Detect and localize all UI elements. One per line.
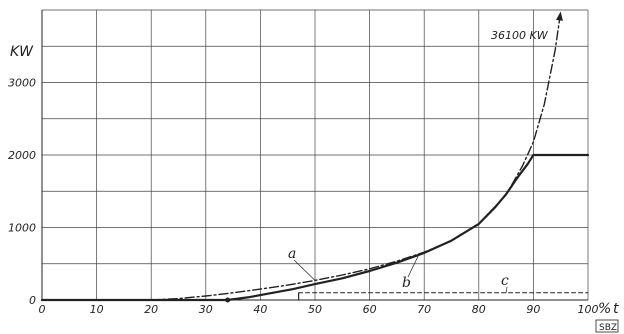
y-tick-label: 3000 — [8, 77, 36, 90]
x-tick-label: 40 — [253, 303, 267, 316]
x-tick-label: 80 — [472, 303, 486, 316]
series-a-arrowhead — [555, 11, 563, 21]
series-b-start-dot — [225, 297, 231, 303]
x-tick-label: 60 — [363, 303, 377, 316]
series-a-leader — [293, 259, 316, 281]
x-tick-label: 10 — [90, 303, 104, 316]
y-axis-label: KW — [10, 44, 34, 60]
x-tick-label: 20 — [144, 303, 158, 316]
y-tick-label: 2000 — [8, 149, 36, 162]
series-b-leader — [407, 254, 420, 278]
x-tick-label: 0 — [39, 303, 46, 316]
series-c-label: c — [501, 273, 509, 289]
x-tick-label: 50 — [308, 303, 322, 316]
x-tick-label: 30 — [199, 303, 213, 316]
x-axis-unit: % — [598, 301, 611, 317]
series-lines: a b c — [40, 10, 590, 303]
series-a-line — [150, 10, 562, 301]
y-tick-label: 1000 — [8, 222, 36, 235]
sbz-stamp: SBZ — [599, 323, 617, 333]
peak-annotation: 36100 KW — [491, 29, 549, 42]
series-c-leader — [505, 286, 508, 293]
series-b-line — [40, 153, 590, 302]
x-axis-label: t — [613, 301, 619, 317]
grid — [41, 9, 589, 301]
x-tick-label: 70 — [417, 303, 431, 316]
x-tick-label: 90 — [526, 303, 540, 316]
sbz-stamp-box — [595, 319, 619, 333]
y-tick-label: 0 — [29, 294, 36, 307]
series-b-label: b — [402, 275, 411, 291]
series-a-label: a — [288, 246, 296, 262]
x-tick-label: 100 — [578, 303, 599, 316]
